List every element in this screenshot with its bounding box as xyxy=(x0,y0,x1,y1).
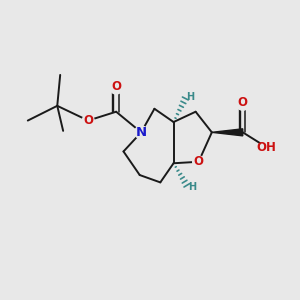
Text: O: O xyxy=(194,155,204,168)
Text: H: H xyxy=(188,182,196,192)
Circle shape xyxy=(193,156,205,168)
Text: H: H xyxy=(187,92,195,102)
Circle shape xyxy=(237,98,249,110)
Polygon shape xyxy=(212,129,243,136)
Text: N: N xyxy=(136,126,147,139)
Circle shape xyxy=(135,126,148,139)
Text: O: O xyxy=(111,80,121,93)
Circle shape xyxy=(82,115,94,126)
Text: O: O xyxy=(238,96,248,110)
Circle shape xyxy=(110,82,122,94)
Circle shape xyxy=(260,141,272,153)
Text: O: O xyxy=(83,114,93,127)
Text: OH: OH xyxy=(256,141,276,154)
